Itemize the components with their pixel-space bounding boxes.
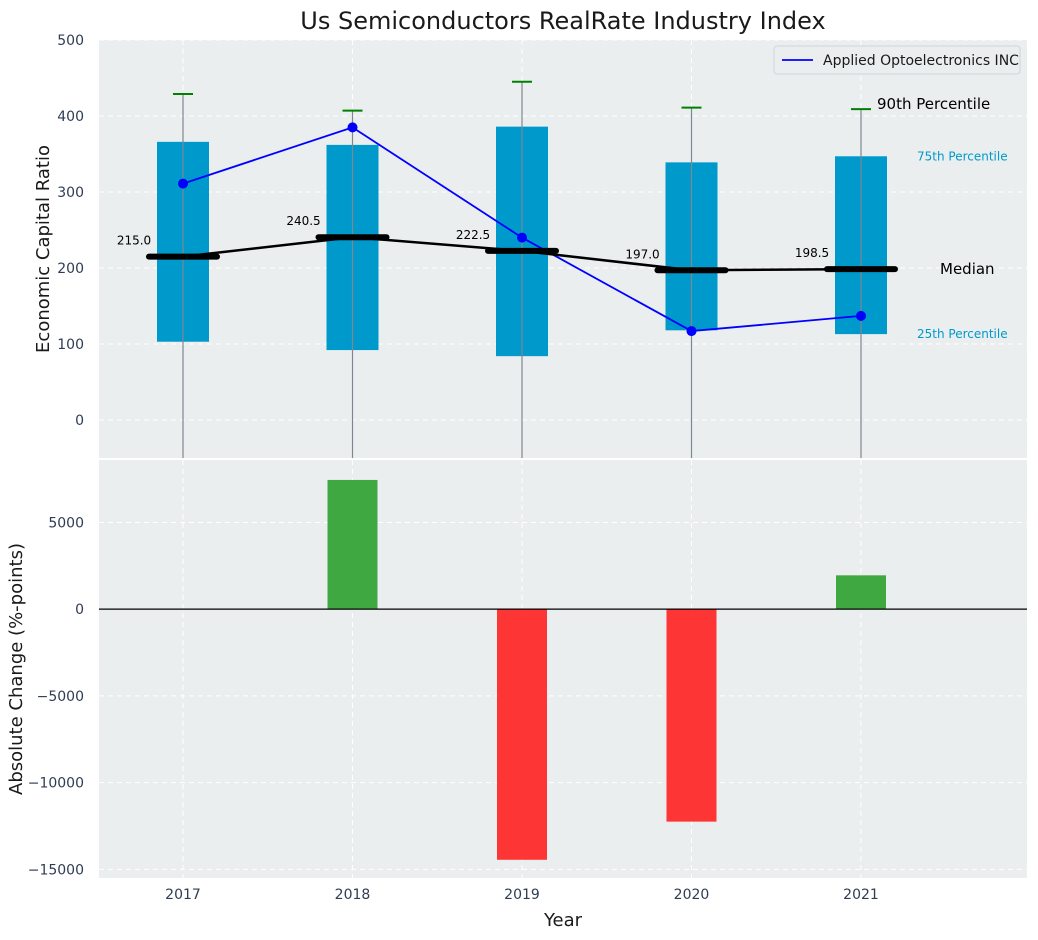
percentile-boxes: [157, 80, 887, 458]
change-bar: [327, 479, 378, 610]
change-bar: [836, 575, 886, 610]
series-point: [347, 122, 358, 133]
bottom-plot-area: [99, 460, 1027, 878]
legend-series-label: Applied Optoelectronics INC: [823, 53, 1019, 69]
series-point: [686, 326, 697, 337]
percentile-annotations: 90th Percentile 75th Percentile Median 25th…: [877, 95, 1008, 341]
median-value-label: 215.0: [117, 234, 151, 248]
x-tick-label: 2021: [843, 887, 879, 903]
median-value-label: 198.5: [795, 246, 829, 260]
median-value-label: 222.5: [456, 228, 490, 242]
bottom-y-tick-label: 5000: [48, 515, 84, 531]
x-tick-label: 2019: [504, 887, 540, 903]
p75-annotation: 75th Percentile: [917, 149, 1008, 163]
x-tick-label: 2020: [674, 887, 710, 903]
x-tick-label: 2017: [165, 887, 201, 903]
top-y-axis-title: Economic Capital Ratio: [33, 145, 54, 353]
top-y-tick-label: 100: [57, 337, 84, 353]
top-y-tick-label: 500: [57, 33, 84, 49]
change-bar: [666, 609, 717, 822]
p25-annotation: 25th Percentile: [917, 327, 1008, 341]
p90-annotation: 90th Percentile: [877, 95, 990, 113]
top-y-tick-label: 200: [57, 261, 84, 277]
x-axis-title: Year: [543, 910, 583, 931]
top-y-tick-label: 400: [57, 109, 84, 125]
series-point: [856, 310, 866, 321]
bottom-y-tick-label: 0: [75, 602, 84, 618]
chart-title: Us Semiconductors RealRate Industry Inde…: [300, 7, 825, 35]
bottom-y-tick-label: −15000: [28, 862, 84, 878]
x-ticks: 2017 2018 2019 2020 2021: [165, 887, 879, 903]
legend-box: [773, 45, 1021, 75]
median-value-label: 240.5: [286, 214, 320, 228]
bottom-y-tick-label: −10000: [28, 776, 84, 792]
company-series: [178, 122, 866, 337]
change-bars: [99, 479, 1027, 860]
median-annotation: Median: [940, 260, 995, 278]
top-y-ticks: 0 100 200 300 400 500: [57, 33, 84, 429]
median-line: 215.0 240.5 222.5 197.0 198.5: [117, 214, 898, 274]
median-value-label: 197.0: [625, 247, 659, 261]
top-y-tick-label: 300: [57, 185, 84, 201]
bottom-y-axis-title: Absolute Change (%-points): [6, 543, 27, 795]
series-point: [178, 178, 188, 189]
legend: Applied Optoelectronics INC: [773, 45, 1021, 75]
bottom-y-ticks: −15000 −10000 −5000 0 5000: [28, 515, 84, 878]
series-point: [517, 232, 527, 243]
x-tick-label: 2018: [335, 887, 371, 903]
top-y-tick-label: 0: [75, 413, 84, 429]
change-bar: [497, 609, 547, 860]
bottom-y-tick-label: −5000: [37, 689, 84, 705]
